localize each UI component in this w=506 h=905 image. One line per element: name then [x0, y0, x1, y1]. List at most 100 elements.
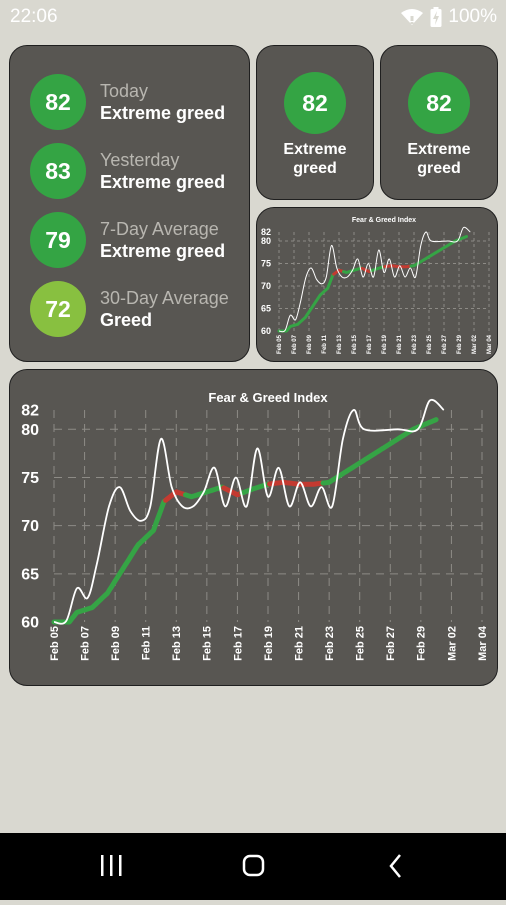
back-button[interactable] [389, 854, 401, 878]
small-chart-widget[interactable]: Fear & Greed Index 60 65 70 75 80 82 Feb 05 Feb … [256, 207, 498, 362]
widget2-rating-line1: Extreme [407, 141, 471, 158]
x-tick-label: Feb 19 [382, 334, 388, 354]
30day-score: 72 [45, 295, 71, 322]
x-tick-label: Feb 09 [307, 334, 313, 354]
widget1-rating-line1: Extreme [283, 141, 347, 158]
score-widget-1[interactable]: 82 Extreme greed [256, 45, 374, 200]
x-tick-label: Feb 13 [337, 334, 343, 354]
today-rating: Extreme greed [100, 103, 226, 123]
x-tick-label: Feb 09 [110, 626, 122, 661]
7day-score: 79 [45, 226, 71, 253]
moving-average-line-red [383, 264, 413, 269]
summary-widget[interactable]: 82 Today Extreme greed 83 Yesterday Extrem… [9, 45, 250, 362]
widget1-score-circle: 82 [284, 72, 346, 134]
large-fear-greed-chart: Fear & Greed Index 60 65 70 75 80 82 Feb 05 Feb … [21, 390, 489, 661]
wifi-icon [401, 9, 424, 25]
y-tick-label: 60 [21, 615, 39, 632]
x-tick-label: Feb 17 [367, 334, 373, 354]
score-widget-2[interactable]: 82 Extreme greed [380, 45, 498, 200]
y-tick-label: 80 [21, 422, 39, 439]
widget1-score: 82 [302, 89, 328, 116]
x-tick-label: Feb 07 [292, 334, 298, 354]
moving-average-line-green [51, 497, 169, 625]
x-tick-label: Mar 02 [446, 626, 458, 661]
summary-row-today: 82 Today Extreme greed [30, 74, 225, 130]
summary-row-7day: 79 7-Day Average Extreme greed [30, 212, 225, 268]
chart-title: Fear & Greed Index [208, 390, 328, 405]
x-tick-label: Feb 23 [412, 334, 418, 354]
y-tick-label: 70 [261, 281, 271, 291]
x-tick-label: Feb 13 [171, 626, 183, 661]
7day-rating: Extreme greed [100, 241, 226, 261]
30day-score-circle: 72 [30, 281, 86, 337]
y-tick-label: 82 [261, 227, 271, 237]
x-tick-label: Feb 15 [352, 334, 358, 354]
x-tick-label: Feb 29 [416, 626, 428, 661]
today-label: Today [100, 81, 149, 101]
moving-average-line-red [332, 268, 345, 276]
moving-average-line-red [163, 489, 188, 503]
widget2-rating-line2: greed [417, 160, 461, 177]
x-tick-label: Feb 21 [293, 626, 305, 661]
moving-average-line-green [277, 272, 336, 333]
x-tick-label: Mar 04 [477, 625, 489, 661]
x-tick-label: Feb 11 [322, 334, 328, 353]
30day-label: 30-Day Average [100, 288, 229, 308]
moving-average-line-red [267, 479, 326, 487]
battery-icon [430, 7, 442, 27]
yesterday-label: Yesterday [100, 150, 180, 170]
x-tick-label: Feb 19 [263, 626, 275, 661]
x-tick-label: Feb 27 [385, 626, 397, 661]
battery-percent: 100% [448, 6, 497, 27]
status-right: 100% [400, 6, 497, 28]
moving-average-line-green [183, 484, 227, 500]
home-button[interactable] [242, 854, 265, 877]
index-line [53, 398, 445, 625]
x-tick-label: Feb 05 [49, 626, 61, 661]
7day-score-circle: 79 [30, 212, 86, 268]
x-tick-label: Feb 15 [202, 626, 214, 661]
today-score: 82 [45, 88, 71, 115]
x-tick-label: Feb 23 [324, 626, 336, 661]
y-tick-label: 75 [21, 470, 39, 487]
x-tick-label: Feb 11 [141, 626, 153, 660]
y-tick-label: 82 [21, 403, 39, 420]
x-tick-label: Mar 04 [487, 334, 493, 354]
y-tick-label: 65 [21, 566, 39, 583]
status-bar: 22:06 100% [0, 0, 506, 34]
x-tick-label: Feb 29 [457, 334, 463, 354]
index-line [278, 226, 471, 333]
y-tick-label: 60 [261, 326, 271, 336]
x-tick-label: Mar 02 [472, 334, 478, 354]
summary-row-30day: 72 30-Day Average Greed [30, 281, 229, 337]
30day-rating: Greed [100, 310, 153, 330]
moving-average-line-green [409, 235, 468, 268]
status-time: 22:06 [10, 6, 58, 27]
x-tick-label: Feb 25 [427, 334, 433, 354]
y-tick-label: 70 [21, 518, 39, 535]
moving-average-line-green [320, 417, 439, 486]
moving-average-line-red [360, 266, 373, 274]
y-tick-label: 80 [261, 236, 271, 246]
x-tick-label: Feb 27 [442, 334, 448, 354]
chart-title: Fear & Greed Index [352, 217, 416, 224]
widget2-score: 82 [426, 89, 452, 116]
x-tick-label: Feb 21 [397, 334, 403, 354]
summary-row-yesterday: 83 Yesterday Extreme greed [30, 143, 225, 199]
yesterday-rating: Extreme greed [100, 172, 226, 192]
large-chart-widget[interactable]: Fear & Greed Index 60 65 70 75 80 82 Feb 05 Feb … [9, 369, 498, 686]
x-tick-label: Feb 25 [355, 626, 367, 661]
recent-apps-button[interactable] [101, 855, 122, 876]
navigation-bar [0, 833, 506, 900]
yesterday-score-circle: 83 [30, 143, 86, 199]
y-tick-label: 65 [261, 304, 271, 314]
moving-average-line-red [221, 485, 245, 498]
y-tick-label: 75 [261, 259, 271, 269]
x-tick-label: Feb 05 [277, 334, 283, 354]
x-tick-label: Feb 07 [79, 626, 91, 661]
widget2-score-circle: 82 [408, 72, 470, 134]
x-tick-label: Feb 17 [232, 626, 244, 661]
7day-label: 7-Day Average [100, 219, 219, 239]
today-score-circle: 82 [30, 74, 86, 130]
